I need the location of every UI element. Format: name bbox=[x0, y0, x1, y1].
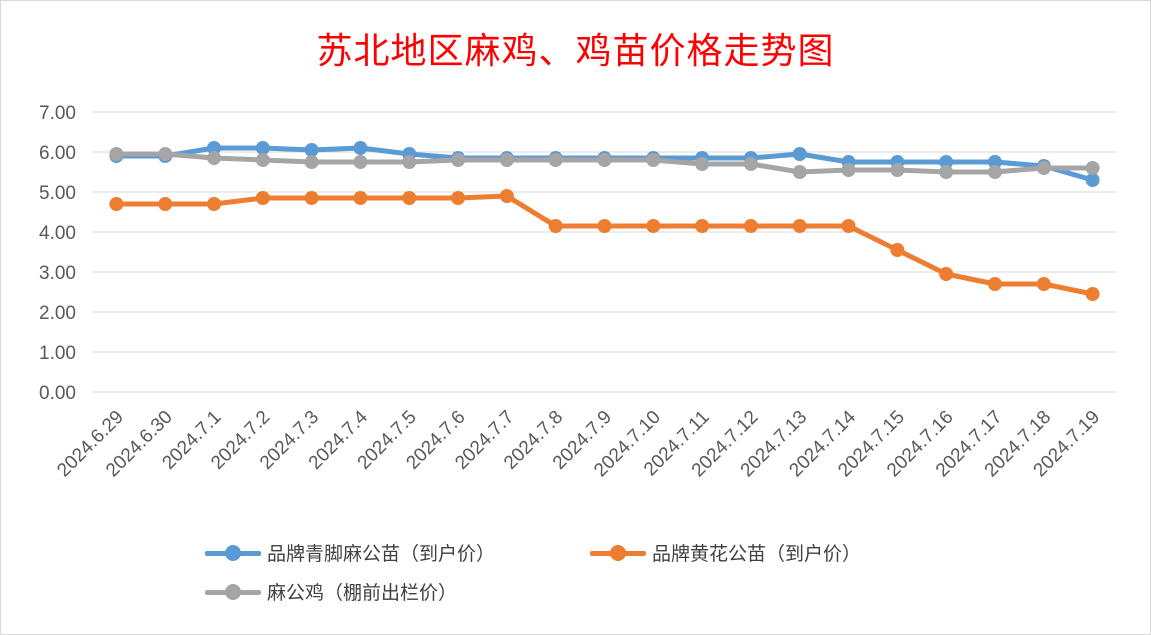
data-point bbox=[841, 163, 856, 177]
data-point bbox=[792, 147, 807, 161]
x-axis-ticks: 2024.6.292024.6.302024.7.12024.7.22024.7… bbox=[53, 406, 1104, 481]
data-point bbox=[939, 155, 954, 169]
data-point bbox=[207, 141, 222, 155]
data-point bbox=[939, 165, 954, 179]
chart-title: 苏北地区麻鸡、鸡苗价格走势图 bbox=[316, 31, 835, 72]
data-point bbox=[207, 197, 222, 211]
data-point bbox=[109, 147, 124, 161]
legend-label: 麻公鸡（棚前出栏价） bbox=[267, 582, 458, 604]
data-point bbox=[646, 153, 661, 167]
y-tick-label: 3.00 bbox=[39, 263, 76, 284]
legend-label: 品牌青脚麻公苗（到户价） bbox=[267, 543, 496, 565]
data-point bbox=[402, 155, 417, 169]
data-point bbox=[695, 219, 710, 233]
data-point bbox=[158, 147, 173, 161]
data-point bbox=[987, 165, 1002, 179]
data-point bbox=[1085, 161, 1100, 175]
data-point bbox=[304, 143, 319, 157]
data-point bbox=[548, 219, 563, 233]
data-point bbox=[597, 153, 612, 167]
data-point bbox=[402, 191, 417, 205]
legend-swatch bbox=[205, 543, 261, 563]
legend-swatch bbox=[590, 543, 646, 563]
data-point bbox=[499, 153, 514, 167]
data-point bbox=[1036, 277, 1051, 291]
data-point bbox=[353, 191, 368, 205]
legend-item-1: 品牌黄花公苗（到户价） bbox=[590, 539, 861, 566]
data-point bbox=[353, 155, 368, 169]
data-point bbox=[158, 197, 173, 211]
y-tick-label: 5.00 bbox=[39, 183, 76, 204]
data-point bbox=[792, 219, 807, 233]
data-point bbox=[743, 219, 758, 233]
data-point bbox=[890, 163, 905, 177]
y-tick-label: 6.00 bbox=[39, 143, 76, 164]
series-group bbox=[109, 141, 1100, 301]
y-tick-label: 2.00 bbox=[39, 303, 76, 324]
data-point bbox=[304, 155, 319, 169]
data-point bbox=[255, 141, 270, 155]
y-axis-ticks: 7.00 6.00 5.00 4.00 3.00 2.00 1.00 0.00 bbox=[39, 103, 76, 404]
series-2 bbox=[109, 147, 1100, 179]
data-point bbox=[353, 141, 368, 155]
data-point bbox=[255, 191, 270, 205]
data-point bbox=[890, 243, 905, 257]
data-point bbox=[792, 165, 807, 179]
series-1 bbox=[109, 189, 1100, 301]
legend-swatch bbox=[205, 582, 261, 602]
y-tick-label: 1.00 bbox=[39, 343, 76, 364]
y-tick-label: 0.00 bbox=[39, 383, 76, 404]
legend-item-2: 麻公鸡（棚前出栏价） bbox=[205, 578, 457, 605]
data-point bbox=[987, 277, 1002, 291]
y-tick-label: 7.00 bbox=[39, 103, 76, 124]
data-point bbox=[304, 191, 319, 205]
data-point bbox=[695, 157, 710, 171]
data-point bbox=[1085, 173, 1100, 187]
data-point bbox=[646, 219, 661, 233]
data-point bbox=[597, 219, 612, 233]
data-point bbox=[109, 197, 124, 211]
data-point bbox=[207, 151, 222, 165]
data-point bbox=[548, 153, 563, 167]
data-point bbox=[743, 157, 758, 171]
legend-item-0: 品牌青脚麻公苗（到户价） bbox=[205, 539, 495, 566]
data-point bbox=[1085, 287, 1100, 301]
data-point bbox=[451, 191, 466, 205]
data-point bbox=[1036, 161, 1051, 175]
data-point bbox=[255, 153, 270, 167]
data-point bbox=[451, 153, 466, 167]
legend-label: 品牌黄花公苗（到户价） bbox=[652, 543, 862, 565]
data-point bbox=[939, 267, 954, 281]
data-point bbox=[987, 155, 1002, 169]
y-tick-label: 4.00 bbox=[39, 223, 76, 244]
data-point bbox=[499, 189, 514, 203]
data-point bbox=[841, 219, 856, 233]
